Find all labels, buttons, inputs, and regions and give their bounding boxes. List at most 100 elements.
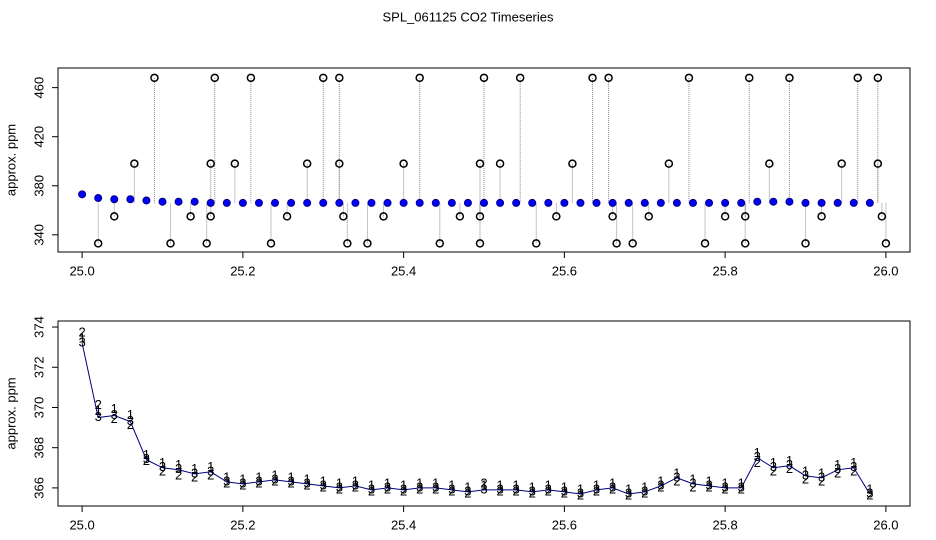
point [531, 239, 541, 248]
point [817, 212, 826, 221]
point [849, 198, 858, 207]
point-marker: 1 [95, 403, 102, 418]
point-marker: 3 [561, 483, 568, 498]
panel: approx. ppm 25.0 25.2 25.4 25.6 25.8 26.0 366 36… [3, 316, 911, 532]
point-marker: 3 [271, 471, 278, 486]
point-marker: 2 [271, 473, 278, 488]
point [853, 73, 863, 83]
point-marker: 3 [159, 459, 166, 474]
point [740, 239, 750, 248]
point [271, 198, 280, 207]
point-marker: 1 [464, 479, 471, 494]
point [303, 198, 312, 207]
x-tick-label: 26.0 [873, 517, 898, 532]
point [246, 73, 256, 83]
point-marker: 3 [464, 483, 471, 498]
point-marker: 2 [400, 483, 407, 498]
point [399, 159, 408, 168]
point-marker: 3 [352, 477, 359, 492]
point [801, 239, 810, 248]
point [94, 194, 103, 203]
point-marker: 1 [111, 401, 118, 416]
point [254, 198, 263, 207]
point [495, 159, 505, 168]
point-marker: 1 [641, 479, 648, 494]
point-marker: 3 [496, 481, 503, 496]
point [339, 212, 348, 221]
y-tick-label: 380 [31, 175, 46, 197]
point [202, 239, 211, 248]
point-marker: 3 [754, 449, 761, 464]
point-marker: 2 [480, 475, 487, 490]
series-line [81, 343, 871, 495]
point-marker: 2 [529, 485, 536, 500]
point-marker: 1 [625, 481, 632, 496]
point-marker: 2 [175, 467, 182, 482]
point-marker: 3 [641, 483, 648, 498]
point-marker: 1 [400, 477, 407, 492]
point-marker: 1 [320, 473, 327, 488]
point-marker: 1 [673, 465, 680, 480]
plot-area [78, 73, 891, 248]
point-marker: 3 [384, 479, 391, 494]
point-marker: 1 [496, 477, 503, 492]
point-marker: 2 [448, 483, 455, 498]
point [166, 239, 175, 248]
point [206, 212, 215, 221]
point [447, 198, 456, 207]
chart-title: SPL_061125 CO2 Timeseries [382, 9, 554, 24]
point [744, 73, 754, 83]
point [608, 212, 617, 221]
point-marker: 3 [689, 475, 696, 490]
point [644, 212, 654, 221]
point [873, 159, 883, 168]
point [282, 212, 292, 221]
point-marker: 2 [78, 325, 85, 340]
point-marker: 2 [464, 485, 471, 500]
point [801, 198, 810, 207]
point [343, 239, 352, 248]
point [640, 198, 649, 207]
point [568, 159, 577, 168]
point-marker: 1 [705, 473, 712, 488]
point-marker: 1 [513, 477, 520, 492]
plot-frame [57, 320, 911, 507]
x-tick-label: 25.4 [391, 263, 416, 278]
point-marker: 3 [673, 469, 680, 484]
x-tick-label: 25.0 [69, 263, 94, 278]
point [515, 73, 525, 83]
point-marker: 1 [175, 457, 182, 472]
point [785, 197, 794, 206]
y-axis-label: approx. ppm [3, 377, 18, 449]
point-marker: 3 [368, 481, 375, 496]
point [700, 239, 710, 248]
point [576, 198, 585, 207]
point-marker: 2 [786, 461, 793, 476]
point [624, 198, 633, 207]
point [206, 198, 215, 207]
point [877, 212, 887, 221]
point-marker: 2 [754, 455, 761, 470]
point-marker: 1 [786, 453, 793, 468]
point [186, 212, 195, 221]
point-marker: 1 [818, 465, 825, 480]
point [475, 212, 485, 221]
x-tick-label: 25.6 [552, 517, 577, 532]
point-marker: 1 [191, 461, 198, 476]
point-marker: 2 [255, 475, 262, 490]
point [560, 198, 569, 207]
point-marker: 1 [722, 475, 729, 490]
point [865, 198, 874, 207]
point-marker: 2 [127, 417, 134, 432]
point [455, 212, 465, 221]
point [705, 198, 714, 207]
point [110, 195, 119, 204]
point-marker: 1 [480, 477, 487, 492]
point-marker: 3 [304, 475, 311, 490]
point-marker: 3 [287, 473, 294, 488]
point-marker: 3 [770, 459, 777, 474]
point-marker: 2 [223, 475, 230, 490]
point [672, 198, 681, 207]
plot-area: 11 1 111 1 1 11 1 1 1 1 1 1 1 1 1 1 1 1 1 1 1 1 1 1 1 1 1 1 1 1 1 1 11 1 1… [78, 325, 873, 503]
point [206, 159, 215, 168]
